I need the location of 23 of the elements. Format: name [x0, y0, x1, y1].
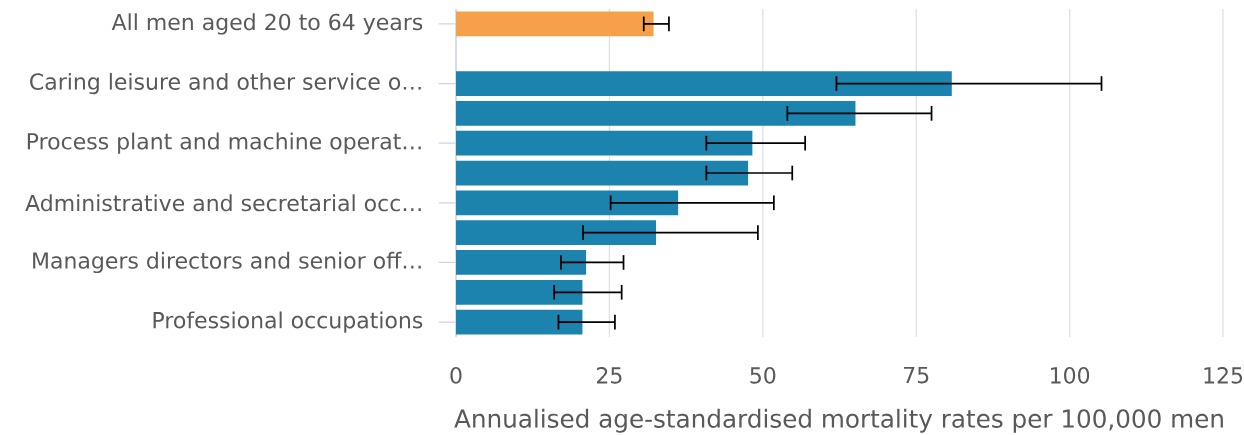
y-tick-label: Caring leisure and other service o…: [30, 72, 421, 95]
y-tick-label: All men aged 20 to 64 years: [111, 13, 423, 35]
bar: [456, 279, 583, 305]
bar: [456, 250, 587, 275]
x-tick-label: 125: [1204, 367, 1243, 384]
bar: [456, 190, 679, 216]
x-tick-label: 100: [1051, 367, 1090, 384]
x-axis-title: Annualised age-standardised mortality rates per 100,000 men: [454, 408, 1223, 433]
bar: [456, 160, 749, 186]
x-tick-label: 75: [904, 367, 929, 384]
bar: [456, 130, 753, 156]
y-tick-label: Administrative and secretarial occ…: [25, 194, 421, 212]
bar: [456, 71, 952, 96]
x-tick-label: 25: [597, 367, 622, 384]
bar: [456, 309, 583, 335]
x-tick-label: 0: [450, 367, 462, 384]
bar: [456, 220, 657, 246]
y-tick-label: Professional occupations: [153, 311, 423, 333]
x-tick-label: 50: [750, 367, 776, 384]
y-tick-label: Process plant and machine operat…: [27, 132, 421, 154]
y-tick-label: Managers directors and senior off…: [33, 251, 421, 274]
bar: [456, 11, 654, 37]
bar: [456, 100, 856, 126]
